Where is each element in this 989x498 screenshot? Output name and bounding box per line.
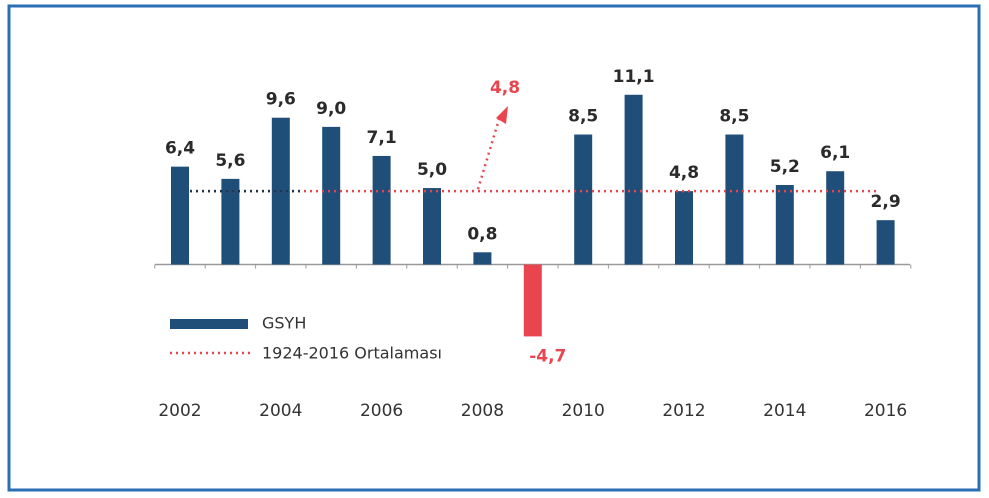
bar xyxy=(221,178,240,265)
x-tick-label: 2014 xyxy=(763,401,806,421)
value-label: 0,8 xyxy=(467,224,497,244)
value-label: 5,6 xyxy=(215,151,245,171)
average-label: 4,8 xyxy=(490,78,520,98)
bar xyxy=(725,134,744,265)
bar xyxy=(624,94,643,265)
legend-label: 1924-2016 Ortalaması xyxy=(262,344,442,363)
value-label: 9,6 xyxy=(266,90,296,110)
x-tick-label: 2016 xyxy=(864,401,907,421)
x-tick-label: 2002 xyxy=(158,401,201,421)
average-arrow xyxy=(476,115,502,190)
bar xyxy=(826,171,845,265)
x-tick-label: 2006 xyxy=(360,401,403,421)
bar xyxy=(574,134,593,265)
value-label: -4,7 xyxy=(529,346,566,366)
value-label: 4,8 xyxy=(669,163,699,183)
bar xyxy=(372,155,391,265)
value-label: 11,1 xyxy=(613,67,655,87)
value-label: 5,2 xyxy=(770,157,800,177)
value-label: 2,9 xyxy=(871,192,901,212)
bar xyxy=(675,191,693,265)
x-tick-label: 2004 xyxy=(259,401,302,421)
x-tick-label: 2008 xyxy=(461,401,504,421)
value-label: 8,5 xyxy=(568,107,598,127)
legend-swatch xyxy=(170,319,248,329)
value-label: 5,0 xyxy=(417,160,447,180)
bar xyxy=(876,220,895,265)
value-label: 6,1 xyxy=(820,143,850,163)
bar xyxy=(523,264,542,337)
value-label: 9,0 xyxy=(316,99,346,119)
value-label: 8,5 xyxy=(719,107,749,127)
x-tick-label: 2010 xyxy=(562,401,605,421)
bar xyxy=(322,126,341,265)
value-label: 7,1 xyxy=(367,128,397,148)
bar xyxy=(171,166,189,265)
frame xyxy=(7,4,981,492)
value-label: 6,4 xyxy=(165,139,195,159)
arrow-head xyxy=(496,106,508,124)
bar xyxy=(473,252,492,265)
bar xyxy=(423,188,441,265)
x-tick-label: 2012 xyxy=(662,401,705,421)
bar xyxy=(775,185,794,265)
legend-label: GSYH xyxy=(262,314,306,333)
